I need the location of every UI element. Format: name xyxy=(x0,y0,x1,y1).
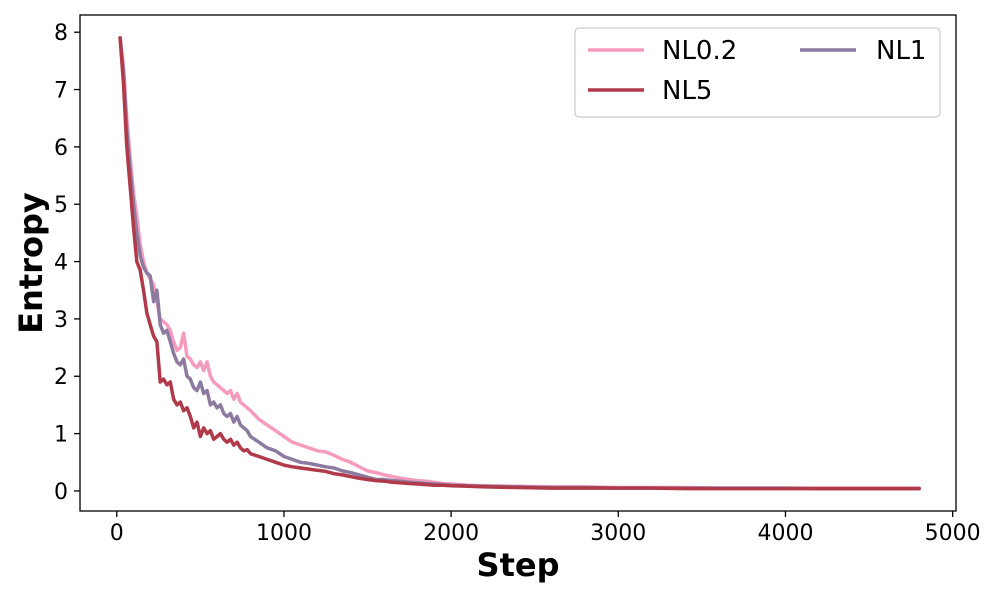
y-tick-label: 5 xyxy=(54,193,68,218)
plot-frame xyxy=(79,14,957,512)
legend-label-nl1: NL1 xyxy=(876,36,926,66)
y-axis-ticks: 0 1 2 3 4 5 6 7 8 xyxy=(54,21,80,505)
x-tick-label: 0 xyxy=(110,521,124,546)
y-axis-title: Entropy xyxy=(12,192,50,334)
y-tick-label: 1 xyxy=(54,423,68,448)
x-axis-ticks: 0 1000 2000 3000 4000 5000 xyxy=(110,511,981,546)
x-tick-label: 5000 xyxy=(925,521,981,546)
y-tick-label: 4 xyxy=(54,251,68,276)
y-tick-label: 8 xyxy=(54,21,68,46)
x-tick-label: 4000 xyxy=(757,521,813,546)
x-tick-label: 1000 xyxy=(256,521,312,546)
y-tick-label: 7 xyxy=(54,79,68,104)
y-tick-label: 6 xyxy=(54,136,68,161)
y-tick-label: 3 xyxy=(54,308,68,333)
legend-label-nl0-2: NL0.2 xyxy=(662,36,737,66)
x-tick-label: 3000 xyxy=(590,521,646,546)
series-line-nl5 xyxy=(118,36,921,491)
series-lines xyxy=(118,36,921,491)
legend: NL0.2 NL1 NL5 xyxy=(574,27,941,118)
y-tick-label: 0 xyxy=(54,480,68,505)
x-tick-label: 2000 xyxy=(423,521,479,546)
y-tick-label: 2 xyxy=(54,365,68,390)
legend-label-nl5: NL5 xyxy=(662,76,712,106)
x-axis-title: Step xyxy=(477,546,560,584)
